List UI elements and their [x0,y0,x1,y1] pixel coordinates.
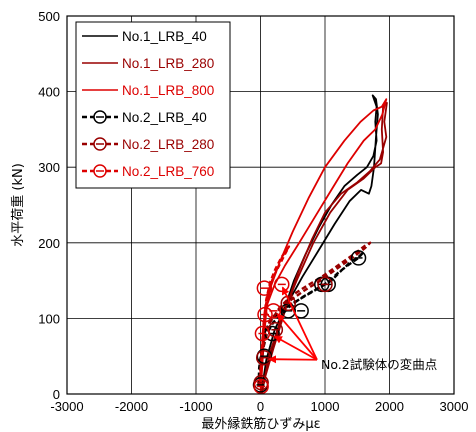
legend-label: No.1_LRB_800 [122,83,214,98]
legend-entry: No.2_LRB_280 [82,137,214,152]
annotation-arrow [268,355,318,364]
series-marker [350,250,367,266]
plot-frame [66,15,455,395]
y-tick-label: 500 [38,9,60,24]
legend-label: No.2_LRB_760 [122,164,214,179]
x-tick-label: -1000 [179,399,212,414]
y-tick-label: 200 [38,236,60,251]
legend-entry: No.2_LRB_760 [82,164,214,179]
series-marker [254,325,271,342]
x-tick-label: 2000 [375,399,404,414]
series-line [259,102,388,395]
series-marker [257,306,273,323]
series-marker [265,303,282,319]
legend-label: No.2_LRB_40 [122,110,207,125]
x-tick-labels: -3000 -2000 -1000 0 1000 2000 3000 [50,399,468,414]
legend-entry: No.1_LRB_40 [82,29,207,44]
legend-entry: No.2_LRB_40 [82,110,207,125]
legend-entry: No.1_LRB_800 [82,83,214,98]
legend-label: No.1_LRB_40 [122,29,207,44]
y-tick-label: 100 [38,311,60,326]
y-tick-label: 400 [38,85,60,100]
series-marker [280,295,296,312]
series-marker [256,280,273,296]
annotation-arrow [276,313,318,361]
y-tick-label: 300 [38,160,60,175]
x-axis-title: 最外縁鉄筋ひずみμε [201,416,320,432]
y-tick-label: 0 [53,387,60,402]
series-line [258,241,372,387]
marker-layer [252,250,367,395]
annotation-arrow [274,335,318,361]
legend-entry: No.1_LRB_280 [82,56,214,71]
x-tick-label: 3000 [440,399,469,414]
legend-box [75,21,231,189]
series-marker [274,276,290,293]
x-tick-label: -2000 [115,399,148,414]
legend-label: No.1_LRB_280 [122,56,214,71]
annotation-arrow [281,286,318,361]
annotation-label: No.2試験体の変曲点 [321,357,437,372]
legend: No.1_LRB_40 No.1_LRB_280 No.1_LRB_800 No.2_… [75,21,231,189]
y-tick-labels: 0 100 200 300 400 500 [38,9,60,402]
y-axis-title: 水平荷重 (kN) [10,163,26,247]
series-marker [253,374,269,391]
x-tick-label: 0 [257,399,264,414]
x-tick-label: 1000 [311,399,340,414]
series-marker [317,276,333,293]
x-tick-label: -3000 [50,399,83,414]
legend-label: No.2_LRB_280 [122,137,214,152]
annotation: No.2試験体の変曲点 [268,286,437,372]
